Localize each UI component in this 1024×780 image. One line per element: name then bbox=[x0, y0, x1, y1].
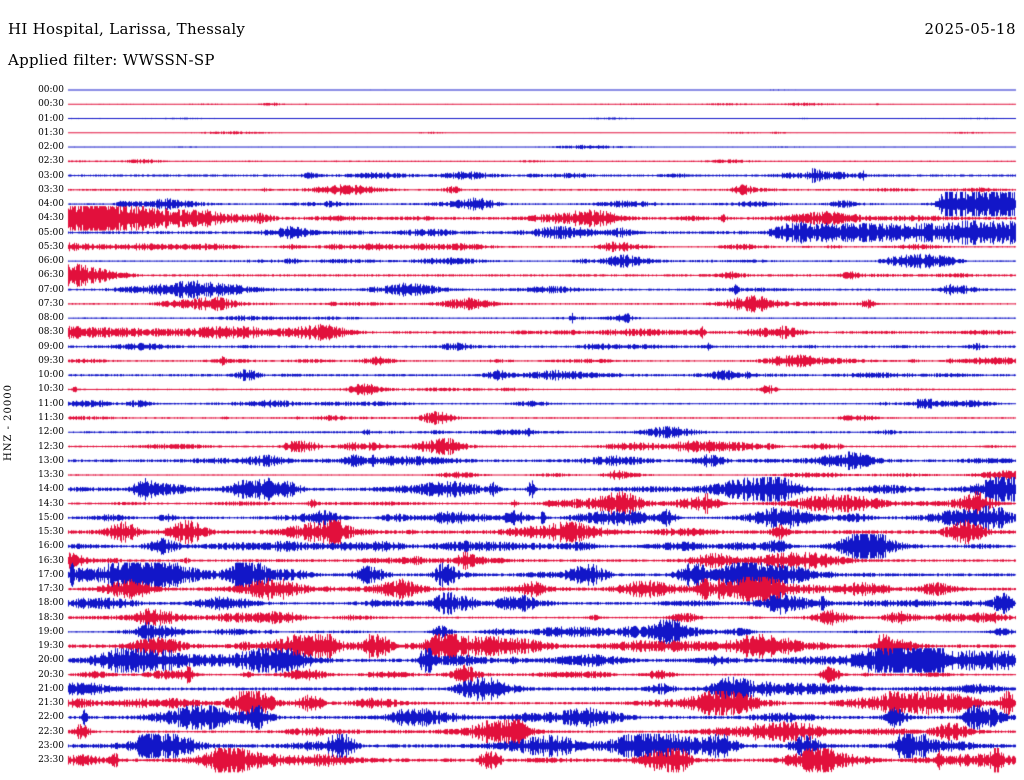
time-label: 03:30 bbox=[38, 184, 64, 195]
time-label: 23:00 bbox=[38, 740, 64, 751]
time-label: 13:00 bbox=[38, 455, 64, 466]
time-label: 14:30 bbox=[38, 498, 64, 509]
time-label: 06:00 bbox=[38, 256, 64, 267]
time-label: 02:30 bbox=[38, 156, 64, 167]
time-label: 16:30 bbox=[38, 555, 64, 566]
time-label: 05:30 bbox=[38, 241, 64, 252]
time-label: 04:00 bbox=[38, 199, 64, 210]
time-label: 09:00 bbox=[38, 341, 64, 352]
plot-date: 2025-05-18 bbox=[924, 20, 1016, 38]
time-label: 12:30 bbox=[38, 441, 64, 452]
time-label: 04:30 bbox=[38, 213, 64, 224]
time-label: 14:00 bbox=[38, 484, 64, 495]
time-label: 01:00 bbox=[38, 113, 64, 124]
time-label: 20:30 bbox=[38, 669, 64, 680]
y-axis-channel-scale-label: HNZ - 20000 bbox=[3, 384, 14, 462]
time-label: 07:00 bbox=[38, 284, 64, 295]
time-label: 05:00 bbox=[38, 227, 64, 238]
time-label: 21:00 bbox=[38, 683, 64, 694]
time-label: 15:00 bbox=[38, 512, 64, 523]
time-label: 20:00 bbox=[38, 655, 64, 666]
time-label: 11:00 bbox=[38, 398, 64, 409]
time-label: 01:30 bbox=[38, 127, 64, 138]
time-label: 03:00 bbox=[38, 170, 64, 181]
time-label: 08:00 bbox=[38, 313, 64, 324]
time-label: 10:00 bbox=[38, 370, 64, 381]
time-label: 13:30 bbox=[38, 470, 64, 481]
time-label: 08:30 bbox=[38, 327, 64, 338]
time-label: 19:30 bbox=[38, 641, 64, 652]
time-label: 18:00 bbox=[38, 598, 64, 609]
station-title: HI Hospital, Larissa, Thessaly bbox=[8, 20, 246, 38]
time-label: 17:30 bbox=[38, 584, 64, 595]
time-label: 17:00 bbox=[38, 569, 64, 580]
time-label: 10:30 bbox=[38, 384, 64, 395]
time-label: 07:30 bbox=[38, 298, 64, 309]
time-label: 16:00 bbox=[38, 541, 64, 552]
time-label: 06:30 bbox=[38, 270, 64, 281]
time-label: 12:00 bbox=[38, 427, 64, 438]
time-label: 22:00 bbox=[38, 712, 64, 723]
applied-filter-label: Applied filter: WWSSN-SP bbox=[8, 51, 215, 69]
time-label: 02:00 bbox=[38, 142, 64, 153]
time-label: 21:30 bbox=[38, 698, 64, 709]
time-label: 15:30 bbox=[38, 527, 64, 538]
time-label: 23:30 bbox=[38, 755, 64, 766]
time-label: 00:00 bbox=[38, 85, 64, 95]
time-label: 11:30 bbox=[38, 412, 64, 423]
time-label: 18:30 bbox=[38, 612, 64, 623]
time-label: 22:30 bbox=[38, 726, 64, 737]
time-label: 00:30 bbox=[38, 99, 64, 110]
time-label: 09:30 bbox=[38, 355, 64, 366]
time-label: 19:00 bbox=[38, 626, 64, 637]
